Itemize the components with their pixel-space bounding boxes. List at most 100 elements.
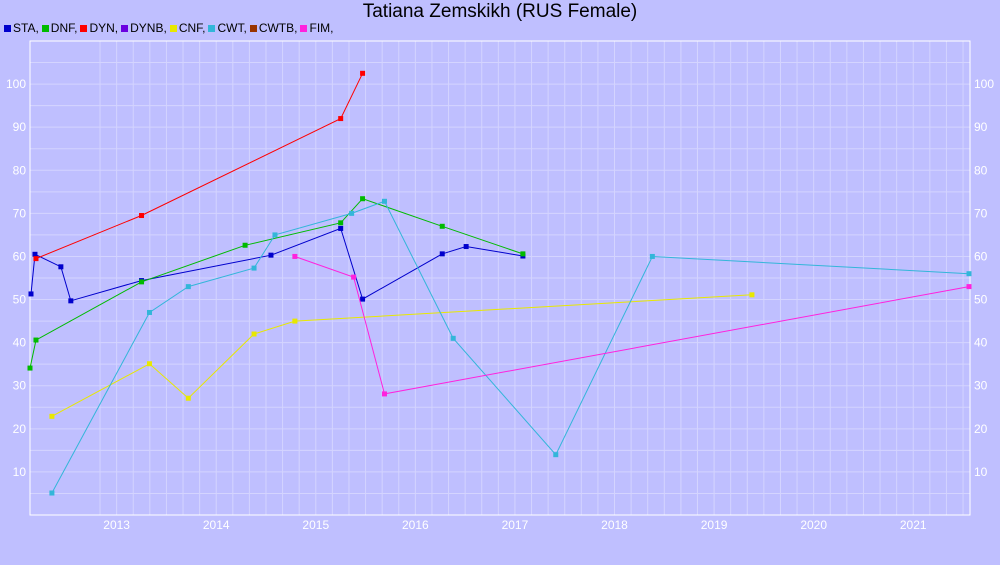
data-point bbox=[520, 251, 526, 257]
x-tick-label: 2016 bbox=[402, 518, 429, 532]
data-point bbox=[139, 213, 145, 219]
data-point bbox=[58, 264, 64, 270]
x-tick-label: 2019 bbox=[701, 518, 728, 532]
data-point bbox=[450, 335, 456, 341]
legend-label: CWT, bbox=[217, 21, 247, 35]
legend-item: STA, bbox=[4, 21, 39, 35]
y-tick-label-left: 40 bbox=[13, 336, 27, 350]
y-tick-label-right: 50 bbox=[974, 293, 988, 307]
data-point bbox=[360, 70, 366, 76]
y-tick-label-left: 70 bbox=[13, 206, 27, 220]
y-tick-label-right: 10 bbox=[974, 465, 988, 479]
y-tick-label-right: 100 bbox=[974, 77, 994, 91]
legend-label: FIM, bbox=[309, 21, 334, 35]
legend-label: DNF, bbox=[50, 21, 78, 35]
series-line bbox=[35, 73, 364, 260]
series-line bbox=[294, 256, 970, 395]
data-point bbox=[439, 251, 445, 257]
data-point bbox=[381, 198, 387, 204]
y-tick-label-left: 90 bbox=[13, 120, 27, 134]
x-tick-label: 2015 bbox=[302, 518, 329, 532]
y-tick-label-right: 30 bbox=[974, 379, 988, 393]
legend-item: DYN, bbox=[80, 21, 118, 35]
series-line bbox=[30, 227, 523, 302]
data-point bbox=[966, 284, 972, 290]
y-tick-label-right: 90 bbox=[974, 120, 988, 134]
data-point bbox=[68, 298, 74, 304]
x-tick-label: 2018 bbox=[601, 518, 628, 532]
x-tick-label: 2013 bbox=[103, 518, 130, 532]
y-tick-label-right: 20 bbox=[974, 422, 988, 436]
data-point bbox=[251, 331, 257, 337]
legend-item: FIM, bbox=[300, 21, 333, 35]
y-tick-label-right: 60 bbox=[974, 249, 988, 263]
data-point bbox=[381, 391, 387, 397]
legend-swatch bbox=[4, 24, 11, 32]
legend-label: CNF, bbox=[178, 21, 206, 35]
data-point bbox=[966, 271, 972, 277]
data-point bbox=[27, 365, 33, 371]
data-point bbox=[338, 220, 344, 226]
y-tick-label-right: 70 bbox=[974, 206, 988, 220]
data-point bbox=[463, 244, 469, 250]
legend-label: DYN, bbox=[89, 21, 119, 35]
legend-swatch bbox=[208, 24, 216, 32]
data-point bbox=[33, 337, 39, 343]
chart-title: Tatiana Zemskikh (RUS Female) bbox=[362, 1, 638, 22]
data-point bbox=[146, 361, 152, 367]
y-tick-label-left: 100 bbox=[6, 77, 26, 91]
data-point bbox=[139, 279, 145, 285]
data-point bbox=[242, 242, 248, 248]
data-point bbox=[292, 318, 298, 324]
legend-swatch bbox=[80, 24, 88, 32]
legend-swatch bbox=[169, 24, 177, 32]
data-point bbox=[292, 253, 298, 259]
y-tick-label-left: 10 bbox=[13, 465, 27, 479]
y-tick-label-left: 50 bbox=[13, 293, 27, 307]
data-point bbox=[272, 232, 278, 238]
legend-item: CWTB, bbox=[249, 21, 298, 35]
data-point bbox=[749, 292, 755, 298]
legend-label: CWTB, bbox=[258, 21, 298, 35]
data-point bbox=[146, 309, 152, 315]
data-point bbox=[439, 223, 445, 229]
data-point bbox=[360, 196, 366, 202]
x-tick-label: 2014 bbox=[203, 518, 230, 532]
data-point bbox=[32, 251, 38, 257]
x-tick-label: 2017 bbox=[502, 518, 529, 532]
series-line bbox=[29, 198, 524, 369]
y-tick-label-left: 80 bbox=[13, 163, 27, 177]
data-point bbox=[338, 225, 344, 231]
data-point bbox=[268, 252, 274, 258]
y-tick-label-right: 40 bbox=[974, 336, 988, 350]
data-point bbox=[33, 256, 39, 262]
legend-item: DYNB, bbox=[121, 21, 167, 35]
y-tick-label-left: 60 bbox=[13, 249, 27, 263]
data-point bbox=[28, 291, 34, 297]
legend-swatch bbox=[249, 24, 257, 32]
x-tick-label: 2020 bbox=[800, 518, 827, 532]
legend-swatch bbox=[121, 24, 129, 32]
legend-item: CNF, bbox=[169, 21, 206, 35]
legend-swatch bbox=[41, 24, 49, 32]
data-point bbox=[49, 490, 55, 496]
data-point bbox=[185, 395, 191, 401]
chart-legend: STA, DNF, DYN, DYNB, CNF, CWT, CWTB, FIM, bbox=[4, 21, 336, 35]
data-point bbox=[351, 274, 357, 280]
data-point bbox=[553, 452, 559, 458]
legend-label: STA, bbox=[13, 21, 39, 35]
series-line bbox=[51, 294, 752, 417]
legend-swatch bbox=[300, 24, 308, 32]
legend-label: DYNB, bbox=[130, 21, 167, 35]
data-point bbox=[185, 284, 191, 290]
data-point bbox=[49, 413, 55, 419]
series-line bbox=[51, 200, 970, 494]
data-point bbox=[349, 210, 355, 216]
x-tick-label: 2021 bbox=[900, 518, 927, 532]
legend-item: CWT, bbox=[208, 21, 247, 35]
data-point bbox=[338, 116, 344, 122]
data-point bbox=[251, 265, 257, 271]
legend-item: DNF, bbox=[41, 21, 78, 35]
plot-frame bbox=[29, 40, 971, 516]
